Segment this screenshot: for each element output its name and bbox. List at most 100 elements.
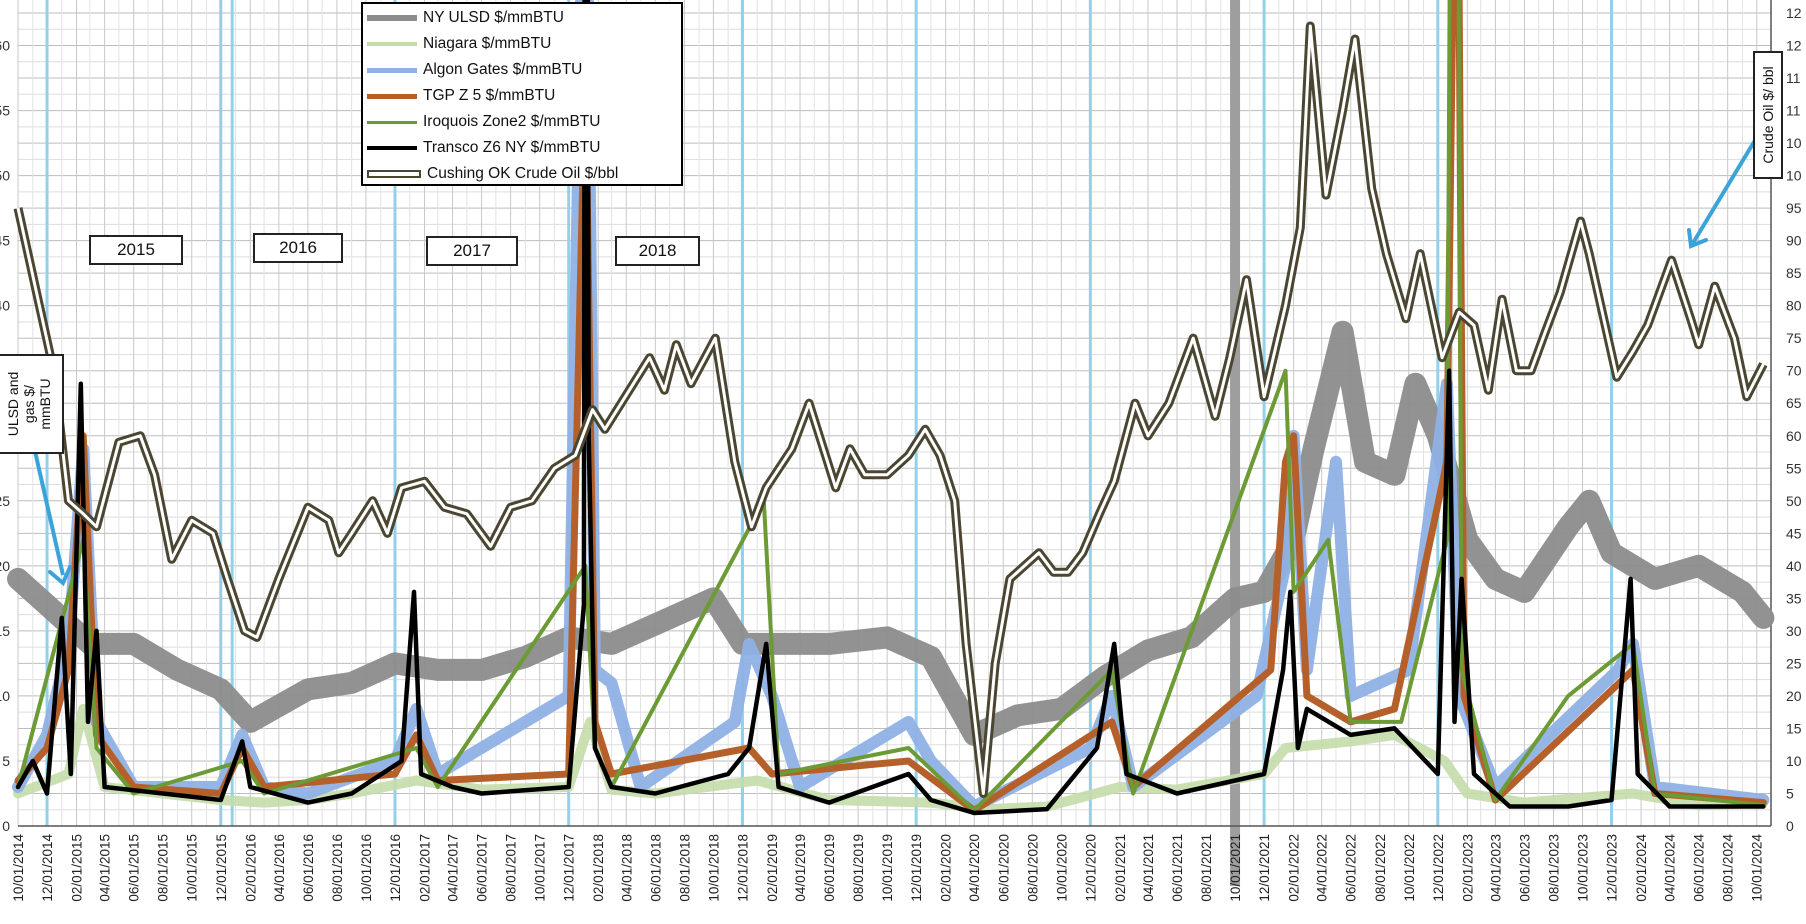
x-tick-label: 12/01/2019 [909,834,924,902]
x-tick-label: 04/01/2021 [1141,834,1156,902]
left-axis-label: ULSD and gas $/ mmBTU [0,354,64,454]
x-tick-label: 04/01/2017 [446,834,461,902]
legend-label-algon-gates: Algon Gates $/mmBTU [423,61,583,78]
right-axis-arrow [1691,135,1759,245]
x-tick-label: 08/01/2024 [1721,834,1736,902]
left-y-tick-label: 40 [0,298,10,314]
right-y-tick-label: 95 [1786,200,1802,216]
legend-item-cushing-crude: Cushing OK Crude Oil $/bbl [367,162,618,186]
series-cushing-crude-inner [16,24,1765,795]
right-y-tick-label: 5 [1786,785,1794,801]
x-tick-label: 08/01/2016 [330,834,345,902]
x-tick-label: 02/01/2022 [1287,834,1302,902]
legend-label-iroquois-zone2: Iroquois Zone2 $/mmBTU [423,113,601,130]
left-y-tick-label: 60 [0,38,10,54]
legend-item-niagara: Niagara $/mmBTU [367,32,551,56]
left-y-tick-label: 50 [0,168,10,184]
left-y-tick-label: 55 [0,103,10,119]
left-y-tick-label: 5 [2,753,10,769]
x-tick-label: 08/01/2023 [1546,834,1561,902]
x-tick-label: 06/01/2020 [996,834,1011,902]
right-y-tick-label: 20 [1786,688,1802,704]
legend-swatch-algon-gates [367,67,417,73]
right-y-tick-label: 12 [1786,5,1802,21]
left-y-tick-label: 20 [0,558,10,574]
right-y-tick-label: 10 [1786,135,1802,151]
right-y-tick-label: 55 [1786,460,1802,476]
x-tick-label: 06/01/2021 [1170,834,1185,902]
x-tick-label: 04/01/2020 [967,834,982,902]
x-tick-label: 02/01/2021 [1113,834,1128,902]
right-y-tick-label: 60 [1786,428,1802,444]
right-y-tick-label: 15 [1786,720,1802,736]
legend-label-ny-ulsd: NY ULSD $/mmBTU [423,9,564,26]
right-y-tick-label: 40 [1786,558,1802,574]
x-tick-label: 10/01/2017 [533,834,548,902]
legend-label-niagara: Niagara $/mmBTU [423,35,552,52]
series-ny-ulsd [7,320,1775,746]
legend-swatch-tgp-z5 [367,93,417,99]
x-tick-label: 12/01/2017 [562,834,577,902]
x-tick-label: 10/01/2018 [706,834,721,902]
x-tick-label: 12/01/2020 [1083,834,1098,902]
right-y-tick-label: 75 [1786,330,1802,346]
right-y-tick-label: 45 [1786,525,1802,541]
x-tick-label: 10/01/2022 [1402,834,1417,902]
year-label-2017: 2017 [426,236,518,266]
legend-item-algon-gates: Algon Gates $/mmBTU [367,58,582,82]
x-tick-label: 12/01/2014 [40,834,55,902]
right-axis-arrow-head [1687,228,1708,249]
left-axis-label-text: ULSD and gas $/ mmBTU [5,371,53,437]
x-tick-label: 04/01/2023 [1488,834,1503,902]
series-iroquois-zone2 [16,0,1766,813]
x-tick-label: 10/01/2023 [1576,834,1591,902]
right-axis-label-text: Crude Oil $/ bbl [1760,66,1776,164]
right-y-tick-label: 25 [1786,655,1802,671]
left-axis-arrow [30,437,65,576]
x-tick-label: 02/01/2023 [1460,834,1475,902]
legend-item-ny-ulsd: NY ULSD $/mmBTU [367,6,564,30]
x-tick-label: 02/01/2018 [591,834,606,902]
x-tick-label: 10/01/2015 [185,834,200,902]
right-y-tick-label: 10 [1786,753,1802,769]
right-y-tick-label: 30 [1786,623,1802,639]
x-tick-label: 08/01/2015 [156,834,171,902]
x-tick-label: 02/01/2019 [765,834,780,902]
x-tick-label: 12/01/2021 [1257,834,1272,902]
x-tick-label: 12/01/2018 [735,834,750,902]
legend-label-transco-z6: Transco Z6 NY $/mmBTU [423,139,601,156]
legend-swatch-transco-z6 [367,146,417,150]
x-tick-label: 06/01/2022 [1344,834,1359,902]
right-y-tick-label: 12 [1786,38,1802,54]
x-tick-label: 12/01/2015 [214,834,229,902]
legend-label-cushing-crude: Cushing OK Crude Oil $/bbl [427,165,619,182]
x-tick-label: 10/01/2024 [1750,834,1765,902]
x-tick-label: 06/01/2018 [648,834,663,902]
legend-swatch-iroquois-zone2 [367,120,417,124]
right-y-tick-label: 0 [1786,818,1794,834]
year-label-2018: 2018 [615,236,700,266]
x-tick-label: 10/01/2016 [359,834,374,902]
legend-item-iroquois-zone2: Iroquois Zone2 $/mmBTU [367,110,600,134]
x-tick-label: 06/01/2015 [127,834,142,902]
left-y-tick-label: 10 [0,688,10,704]
right-y-tick-label: 65 [1786,395,1802,411]
x-tick-label: 08/01/2018 [677,834,692,902]
x-tick-label: 08/01/2019 [851,834,866,902]
x-tick-label: 02/01/2020 [939,834,954,902]
x-tick-label: 10/01/2020 [1054,834,1069,902]
right-y-tick-label: 10 [1786,168,1802,184]
x-tick-label: 04/01/2019 [793,834,808,902]
series-niagara [13,703,1769,815]
left-y-tick-label: 15 [0,623,10,639]
x-tick-label: 04/01/2015 [98,834,113,902]
year-label-2015: 2015 [89,235,183,265]
right-y-tick-label: 11 [1786,103,1801,119]
right-y-tick-label: 11 [1786,70,1801,86]
x-tick-label: 08/01/2020 [1025,834,1040,902]
legend-item-tgp-z5: TGP Z 5 $/mmBTU [367,84,555,108]
x-tick-label: 06/01/2019 [822,834,837,902]
x-tick-label: 10/01/2021 [1228,834,1243,902]
x-tick-label: 02/01/2015 [70,834,85,902]
